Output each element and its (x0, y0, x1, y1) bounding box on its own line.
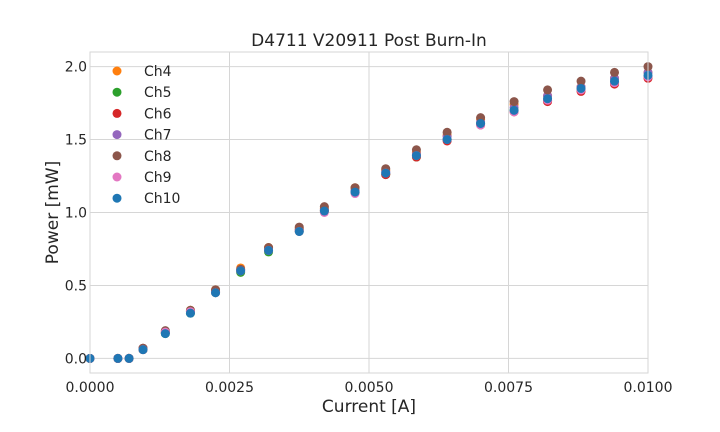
y-tick-labels: 0.0 0.5 1.0 1.5 2.0 (65, 60, 87, 368)
plot-area (85, 51, 653, 374)
legend-label: Ch6 (144, 106, 172, 122)
data-point (442, 135, 452, 145)
data-point (236, 266, 246, 276)
legend: Ch4 Ch5 Ch6 Ch7 Ch8 Ch9 Ch10 (112, 64, 180, 207)
x-tick-label: 0.0100 (624, 380, 673, 396)
y-tick-label: 1.5 (65, 133, 87, 149)
data-point (294, 226, 304, 236)
data-point (543, 85, 553, 95)
data-point (124, 353, 134, 363)
legend-item: Ch10 (112, 191, 180, 207)
data-point (411, 151, 421, 161)
data-point (185, 308, 195, 318)
x-tick-label: 0.0075 (484, 380, 533, 396)
data-point (509, 97, 519, 107)
data-point (543, 94, 553, 104)
series-ch10 (85, 70, 653, 363)
x-tick-label: 0.0000 (66, 380, 115, 396)
y-axis-label: Power [mW] (43, 161, 63, 264)
legend-label: Ch7 (144, 128, 172, 144)
chart-title: D4711 V20911 Post Burn-In (251, 31, 487, 51)
y-tick-label: 0.5 (65, 278, 87, 294)
legend-marker (112, 151, 122, 161)
legend-item: Ch5 (112, 85, 172, 101)
data-point (319, 206, 329, 216)
legend-item: Ch6 (112, 106, 172, 122)
x-tick-label: 0.0025 (205, 380, 254, 396)
legend-label: Ch5 (144, 85, 172, 101)
legend-item: Ch8 (112, 149, 172, 165)
data-point (264, 245, 274, 255)
legend-label: Ch10 (144, 191, 180, 207)
data-point (576, 83, 586, 93)
legend-marker (112, 130, 122, 140)
data-point (610, 76, 620, 86)
legend-marker (112, 87, 122, 97)
legend-marker (112, 172, 122, 182)
legend-item: Ch7 (112, 128, 172, 144)
data-point (610, 67, 620, 77)
legend-label: Ch4 (144, 64, 172, 80)
data-point (442, 127, 452, 137)
data-point (138, 345, 148, 355)
y-tick-label: 0.0 (65, 351, 87, 367)
data-point (381, 168, 391, 178)
legend-marker (112, 66, 122, 76)
plot-frame (89, 51, 649, 374)
data-points (85, 62, 653, 363)
legend-label: Ch8 (144, 149, 172, 165)
data-point (509, 105, 519, 115)
data-point (160, 329, 170, 339)
x-tick-labels: 0.0000 0.0025 0.0050 0.0075 0.0100 (66, 380, 673, 396)
x-axis-label: Current [A] (322, 397, 416, 417)
data-point (113, 353, 123, 363)
data-point (476, 118, 486, 128)
legend-item: Ch9 (112, 170, 172, 186)
data-point (576, 76, 586, 86)
legend-item: Ch4 (112, 64, 172, 80)
legend-label: Ch9 (144, 170, 172, 186)
x-tick-label: 0.0050 (345, 380, 394, 396)
y-tick-label: 2.0 (65, 60, 87, 76)
legend-marker (112, 193, 122, 203)
y-tick-label: 1.0 (65, 206, 87, 222)
legend-marker (112, 108, 122, 118)
data-point (350, 187, 360, 197)
data-point (211, 288, 221, 298)
